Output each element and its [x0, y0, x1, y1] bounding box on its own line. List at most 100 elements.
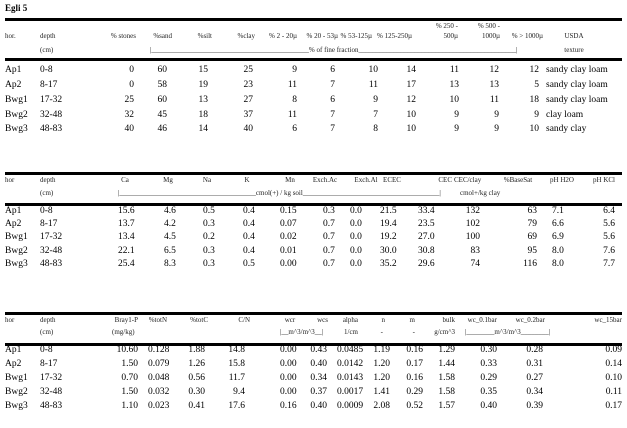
column-header: % 53-125µ [340, 32, 372, 40]
table-cell: 0.00 [280, 387, 297, 397]
table-cell: Bwg3 [5, 401, 28, 411]
table-cell: 0.33 [480, 359, 497, 369]
table-cell: 15.6 [118, 206, 135, 216]
table-cell: 6 [292, 124, 297, 134]
table-cell: 4.5 [164, 232, 176, 242]
units-label: (cm) [40, 328, 54, 336]
units-label: |_______________________________________… [150, 46, 518, 54]
table-cell: 1.88 [188, 345, 205, 355]
table-cell: 17-32 [40, 373, 63, 383]
table-cell: 7.6 [603, 246, 615, 256]
column-header: wcr [284, 316, 296, 324]
column-header: Na [202, 176, 212, 184]
table-cell: 15.8 [228, 359, 245, 369]
column-header: hor. [5, 32, 16, 40]
table-cell: Bwg1 [5, 373, 28, 383]
table-cell: 0.0 [350, 206, 362, 216]
table-cell: 19.2 [380, 232, 397, 242]
table-cell: 1.41 [373, 387, 390, 397]
table-cell: Bwg2 [5, 246, 28, 256]
table-cell: 1.50 [121, 387, 138, 397]
table-cell: 100 [465, 232, 480, 242]
table-cell: 0.4 [243, 219, 255, 229]
column-header: depth [40, 316, 56, 324]
table-cell: 4.2 [164, 219, 176, 229]
table-cell: 13 [489, 80, 500, 90]
table-cell: 0.29 [406, 387, 423, 397]
table-cell: 0.023 [148, 401, 170, 411]
table-cell: 13.7 [118, 219, 135, 229]
table-cell: 63 [527, 206, 538, 216]
table-cell: 0.0 [350, 259, 362, 269]
table-cell: 17 [406, 80, 417, 90]
table-cell: 8-17 [40, 219, 58, 229]
table-cell: 102 [465, 219, 480, 229]
table-cell: 0.56 [188, 373, 205, 383]
table-cell: Bwg3 [5, 259, 28, 269]
table-cell: 10 [368, 65, 379, 75]
column-header: pH KCl [593, 176, 615, 184]
column-header: CEC/clay [454, 176, 482, 184]
table-cell: 35.2 [380, 259, 397, 269]
table-cell: 0.0009 [337, 401, 364, 411]
table-cell: 23.5 [418, 219, 435, 229]
column-header: Mg [163, 176, 173, 184]
table-cell: 1.10 [121, 401, 138, 411]
table-cell: 8-17 [40, 80, 58, 90]
column-header: hor [5, 176, 15, 184]
table-cell: 12 [406, 95, 417, 105]
table-cell: 0.7 [323, 219, 335, 229]
table-cell: 0.00 [280, 259, 297, 269]
table-cell: 0.30 [188, 387, 205, 397]
table-cell: 95 [527, 246, 538, 256]
table-cell: 0.09 [605, 345, 622, 355]
column-header: ECEC [383, 176, 401, 184]
column-header: hor [5, 316, 15, 324]
table-rule [5, 343, 622, 346]
column-header: CEC [438, 176, 452, 184]
table-cell: 9 [373, 95, 378, 105]
table-cell: 23 [243, 80, 254, 90]
column-header: alpha [342, 316, 358, 324]
table-cell: 0.3 [203, 219, 215, 229]
table-cell: 9 [534, 110, 539, 120]
table-cell: 0-8 [40, 345, 53, 355]
table-cell: 0.00 [280, 373, 297, 383]
table-cell: 32-48 [40, 387, 63, 397]
column-header: wcs [317, 316, 328, 324]
table-cell: 11 [368, 80, 378, 90]
table-cell: 8-17 [40, 359, 58, 369]
table-cell: 1.58 [438, 373, 455, 383]
units-label: (mg/kg) [112, 328, 135, 336]
table-cell: 1.26 [188, 359, 205, 369]
column-header: % 2 - 20µ [269, 32, 297, 40]
table-cell: 9 [494, 124, 499, 134]
table-cell: 13.4 [118, 232, 135, 242]
table-cell: 10 [449, 95, 460, 105]
table-cell: 5.6 [603, 219, 615, 229]
table-cell: 132 [465, 206, 480, 216]
table-cell: 116 [523, 259, 537, 269]
table-cell: 18 [529, 95, 540, 105]
table-cell: 17-32 [40, 95, 63, 105]
table-cell: 0.35 [480, 387, 497, 397]
table-cell: 74 [470, 259, 481, 269]
table-cell: 48-83 [40, 259, 63, 269]
table-cell: 1.44 [438, 359, 455, 369]
table-cell: 1.50 [121, 359, 138, 369]
table-cell: 7 [330, 80, 335, 90]
table-cell: 0.0143 [337, 373, 364, 383]
units-label: |_______________________________________… [118, 189, 441, 197]
column-header: depth [40, 32, 56, 40]
table-cell: 13 [449, 80, 460, 90]
table-rule [5, 312, 622, 315]
table-cell: 8.0 [552, 259, 564, 269]
table-cell: 48-83 [40, 401, 63, 411]
table-cell: 11 [449, 65, 459, 75]
table-cell: Ap1 [5, 65, 22, 75]
table-cell: 11 [489, 95, 499, 105]
table-cell: 6 [330, 95, 335, 105]
column-header: USDA [564, 32, 584, 40]
table-cell: 0.11 [605, 387, 622, 397]
table-cell: 14.8 [228, 345, 245, 355]
